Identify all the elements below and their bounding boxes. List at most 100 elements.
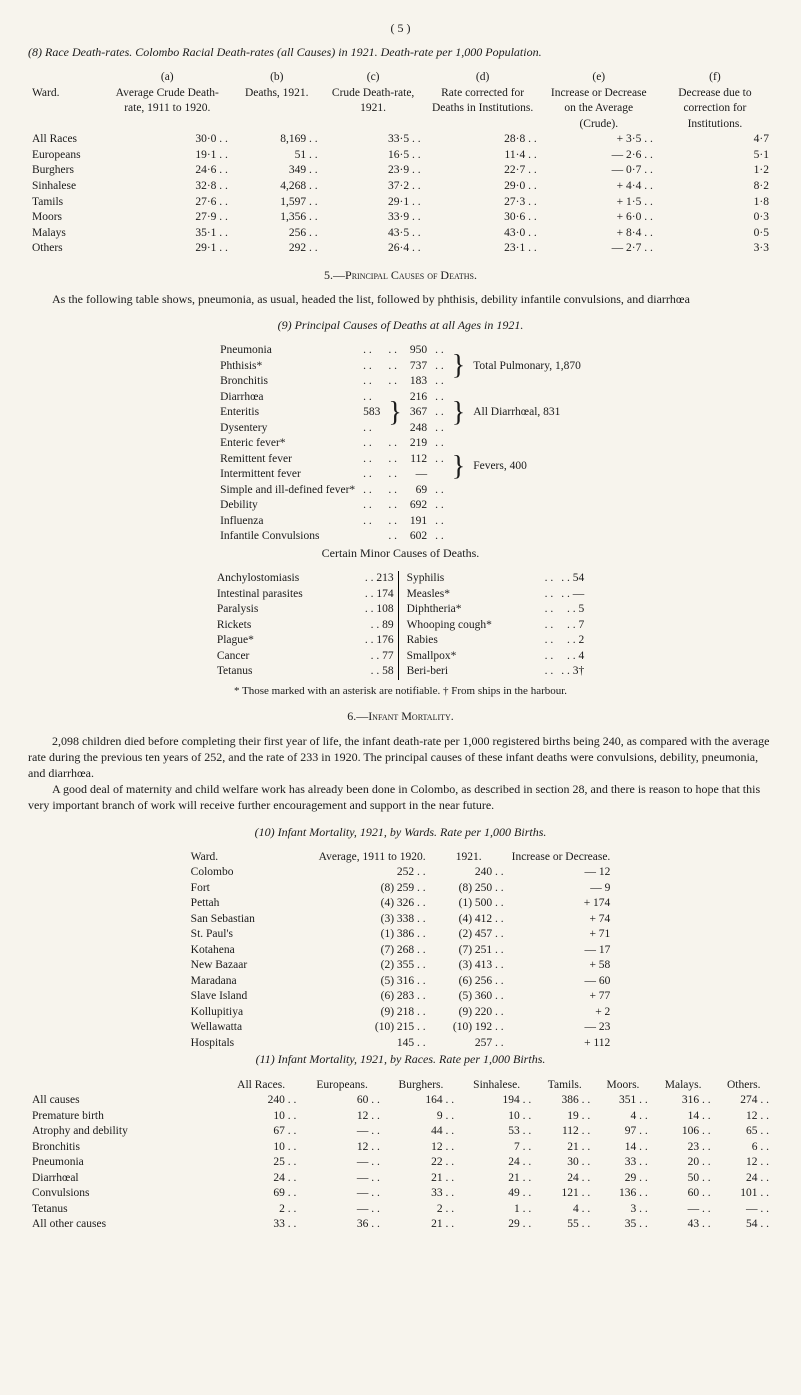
cell: Malays <box>28 226 103 242</box>
t9-r11: Influenza <box>216 514 359 530</box>
cell: 30·0 . . <box>103 132 232 148</box>
cell: 33·9 . . <box>322 210 425 226</box>
t9-r5: Dysentery <box>216 421 359 437</box>
table-row: All other causes33 . .36 . .21 . .29 . .… <box>28 1217 773 1233</box>
t10-table: Ward. Average, 1911 to 1920. 1921. Incre… <box>187 850 615 1052</box>
t8-col-c: (c) <box>322 70 425 86</box>
cell: 12 . . <box>715 1109 773 1125</box>
table-row: Rickets. . 89Whooping cough*. .. . 7 <box>213 618 588 634</box>
t8-col-a: (a) <box>103 70 232 86</box>
cell: Wellawatta <box>187 1020 315 1036</box>
t9-r8: Intermittent fever <box>216 467 359 483</box>
cell: 240 . . <box>430 865 508 881</box>
t10-heading: (10) Infant Mortality, 1921, by Wards. R… <box>28 824 773 840</box>
cell: — . . <box>300 1124 383 1140</box>
cell: Pettah <box>187 896 315 912</box>
cell: 33 . . <box>384 1186 458 1202</box>
cell: All Races <box>28 132 103 148</box>
cell: 9 . . <box>384 1109 458 1125</box>
sec5-heading: 5.—Principal Causes of Deaths. <box>28 267 773 283</box>
t8-col-f: (f) <box>657 70 773 86</box>
cell: 60 . . <box>652 1186 715 1202</box>
cell: . . <box>541 633 558 649</box>
brace-icon: } <box>448 436 469 498</box>
t9-v6: 219 <box>406 436 431 452</box>
col-header: Moors. <box>594 1078 651 1094</box>
t9-r10: Debility <box>216 498 359 514</box>
cell: Whooping cough* <box>398 618 541 634</box>
cell: 30·6 . . <box>425 210 541 226</box>
cell: Europeans <box>28 148 103 164</box>
cell: Colombo <box>187 865 315 881</box>
cell: 28·8 . . <box>425 132 541 148</box>
t8-sub-ward: Ward. <box>28 86 103 133</box>
cell: 21 . . <box>384 1217 458 1233</box>
cell: (5) 316 . . <box>315 974 430 990</box>
col-header: Malays. <box>652 1078 715 1094</box>
cell: . . — <box>557 587 588 603</box>
cell: 51 . . <box>232 148 322 164</box>
cell: 386 . . <box>535 1093 594 1109</box>
t8-col-e: (e) <box>541 70 657 86</box>
t8-sub-e: Increase or Decrease on the Average (Cru… <box>541 86 657 133</box>
table-row: Atrophy and debility67 . .— . .44 . .53 … <box>28 1124 773 1140</box>
cell: . . 4 <box>557 649 588 665</box>
cell: 7 . . <box>458 1140 535 1156</box>
cell: + 58 <box>508 958 615 974</box>
cell: . . <box>541 602 558 618</box>
cell: (9) 220 . . <box>430 1005 508 1021</box>
cell: . . 174 <box>361 587 398 603</box>
table-row: Malays35·1 . .256 . .43·5 . .43·0 . .+ 8… <box>28 226 773 242</box>
cell: 8·2 <box>657 179 773 195</box>
cell: (6) 283 . . <box>315 989 430 1005</box>
cell: 316 . . <box>652 1093 715 1109</box>
t10-header: Ward. Average, 1911 to 1920. 1921. Incre… <box>187 850 615 866</box>
cell: Syphilis <box>398 571 541 587</box>
cell: (5) 360 . . <box>430 989 508 1005</box>
cell: 240 . . <box>222 1093 301 1109</box>
col-header: All Races. <box>222 1078 301 1094</box>
cell: 14 . . <box>652 1109 715 1125</box>
cell: — 12 <box>508 865 615 881</box>
table-row: Paralysis. . 108Diphtheria*. .. . 5 <box>213 602 588 618</box>
table-row: Slave Island(6) 283 . .(5) 360 . .+ 77 <box>187 989 615 1005</box>
cell: 2 . . <box>384 1202 458 1218</box>
cell: 29·1 . . <box>103 241 232 257</box>
cell: Moors <box>28 210 103 226</box>
cell: 14 . . <box>594 1140 651 1156</box>
cell: 1,356 . . <box>232 210 322 226</box>
col-header: Burghers. <box>384 1078 458 1094</box>
cell: + 1·5 . . <box>541 195 657 211</box>
cell: 33·5 . . <box>322 132 425 148</box>
cell: 10 . . <box>222 1140 301 1156</box>
table-row: Bronchitis10 . .12 . .12 . .7 . .21 . .1… <box>28 1140 773 1156</box>
table-row: Wellawatta(10) 215 . .(10) 192 . .— 23 <box>187 1020 615 1036</box>
cell: — 23 <box>508 1020 615 1036</box>
cell: 164 . . <box>384 1093 458 1109</box>
table-row: Plague*. . 176Rabies. .. . 2 <box>213 633 588 649</box>
sec5-para: As the following table shows, pneumonia,… <box>28 291 773 307</box>
cell: 1,597 . . <box>232 195 322 211</box>
table-row: Tetanus2 . .— . .2 . .1 . .4 . .3 . .— .… <box>28 1202 773 1218</box>
cell: + 174 <box>508 896 615 912</box>
table-row: Premature birth10 . .12 . .9 . .10 . .19… <box>28 1109 773 1125</box>
cell: 21 . . <box>384 1171 458 1187</box>
t9-v5: 248 <box>406 421 431 437</box>
cell: 274 . . <box>715 1093 773 1109</box>
cell: 23·1 . . <box>425 241 541 257</box>
cell: 21 . . <box>535 1140 594 1156</box>
t9-v7: 112 <box>406 452 431 468</box>
cell: 12 . . <box>384 1140 458 1156</box>
cell: (7) 268 . . <box>315 943 430 959</box>
cell: . . <box>541 664 558 680</box>
cell: Kollupitiya <box>187 1005 315 1021</box>
cell: Cancer <box>213 649 361 665</box>
table-row: Convulsions69 . .— . .33 . .49 . .121 . … <box>28 1186 773 1202</box>
cell: 27·6 . . <box>103 195 232 211</box>
cell: — 2·6 . . <box>541 148 657 164</box>
cell: (8) 250 . . <box>430 881 508 897</box>
cell: 106 . . <box>652 1124 715 1140</box>
cell: 21 . . <box>458 1171 535 1187</box>
cell: 3 . . <box>594 1202 651 1218</box>
cell: 3·3 <box>657 241 773 257</box>
